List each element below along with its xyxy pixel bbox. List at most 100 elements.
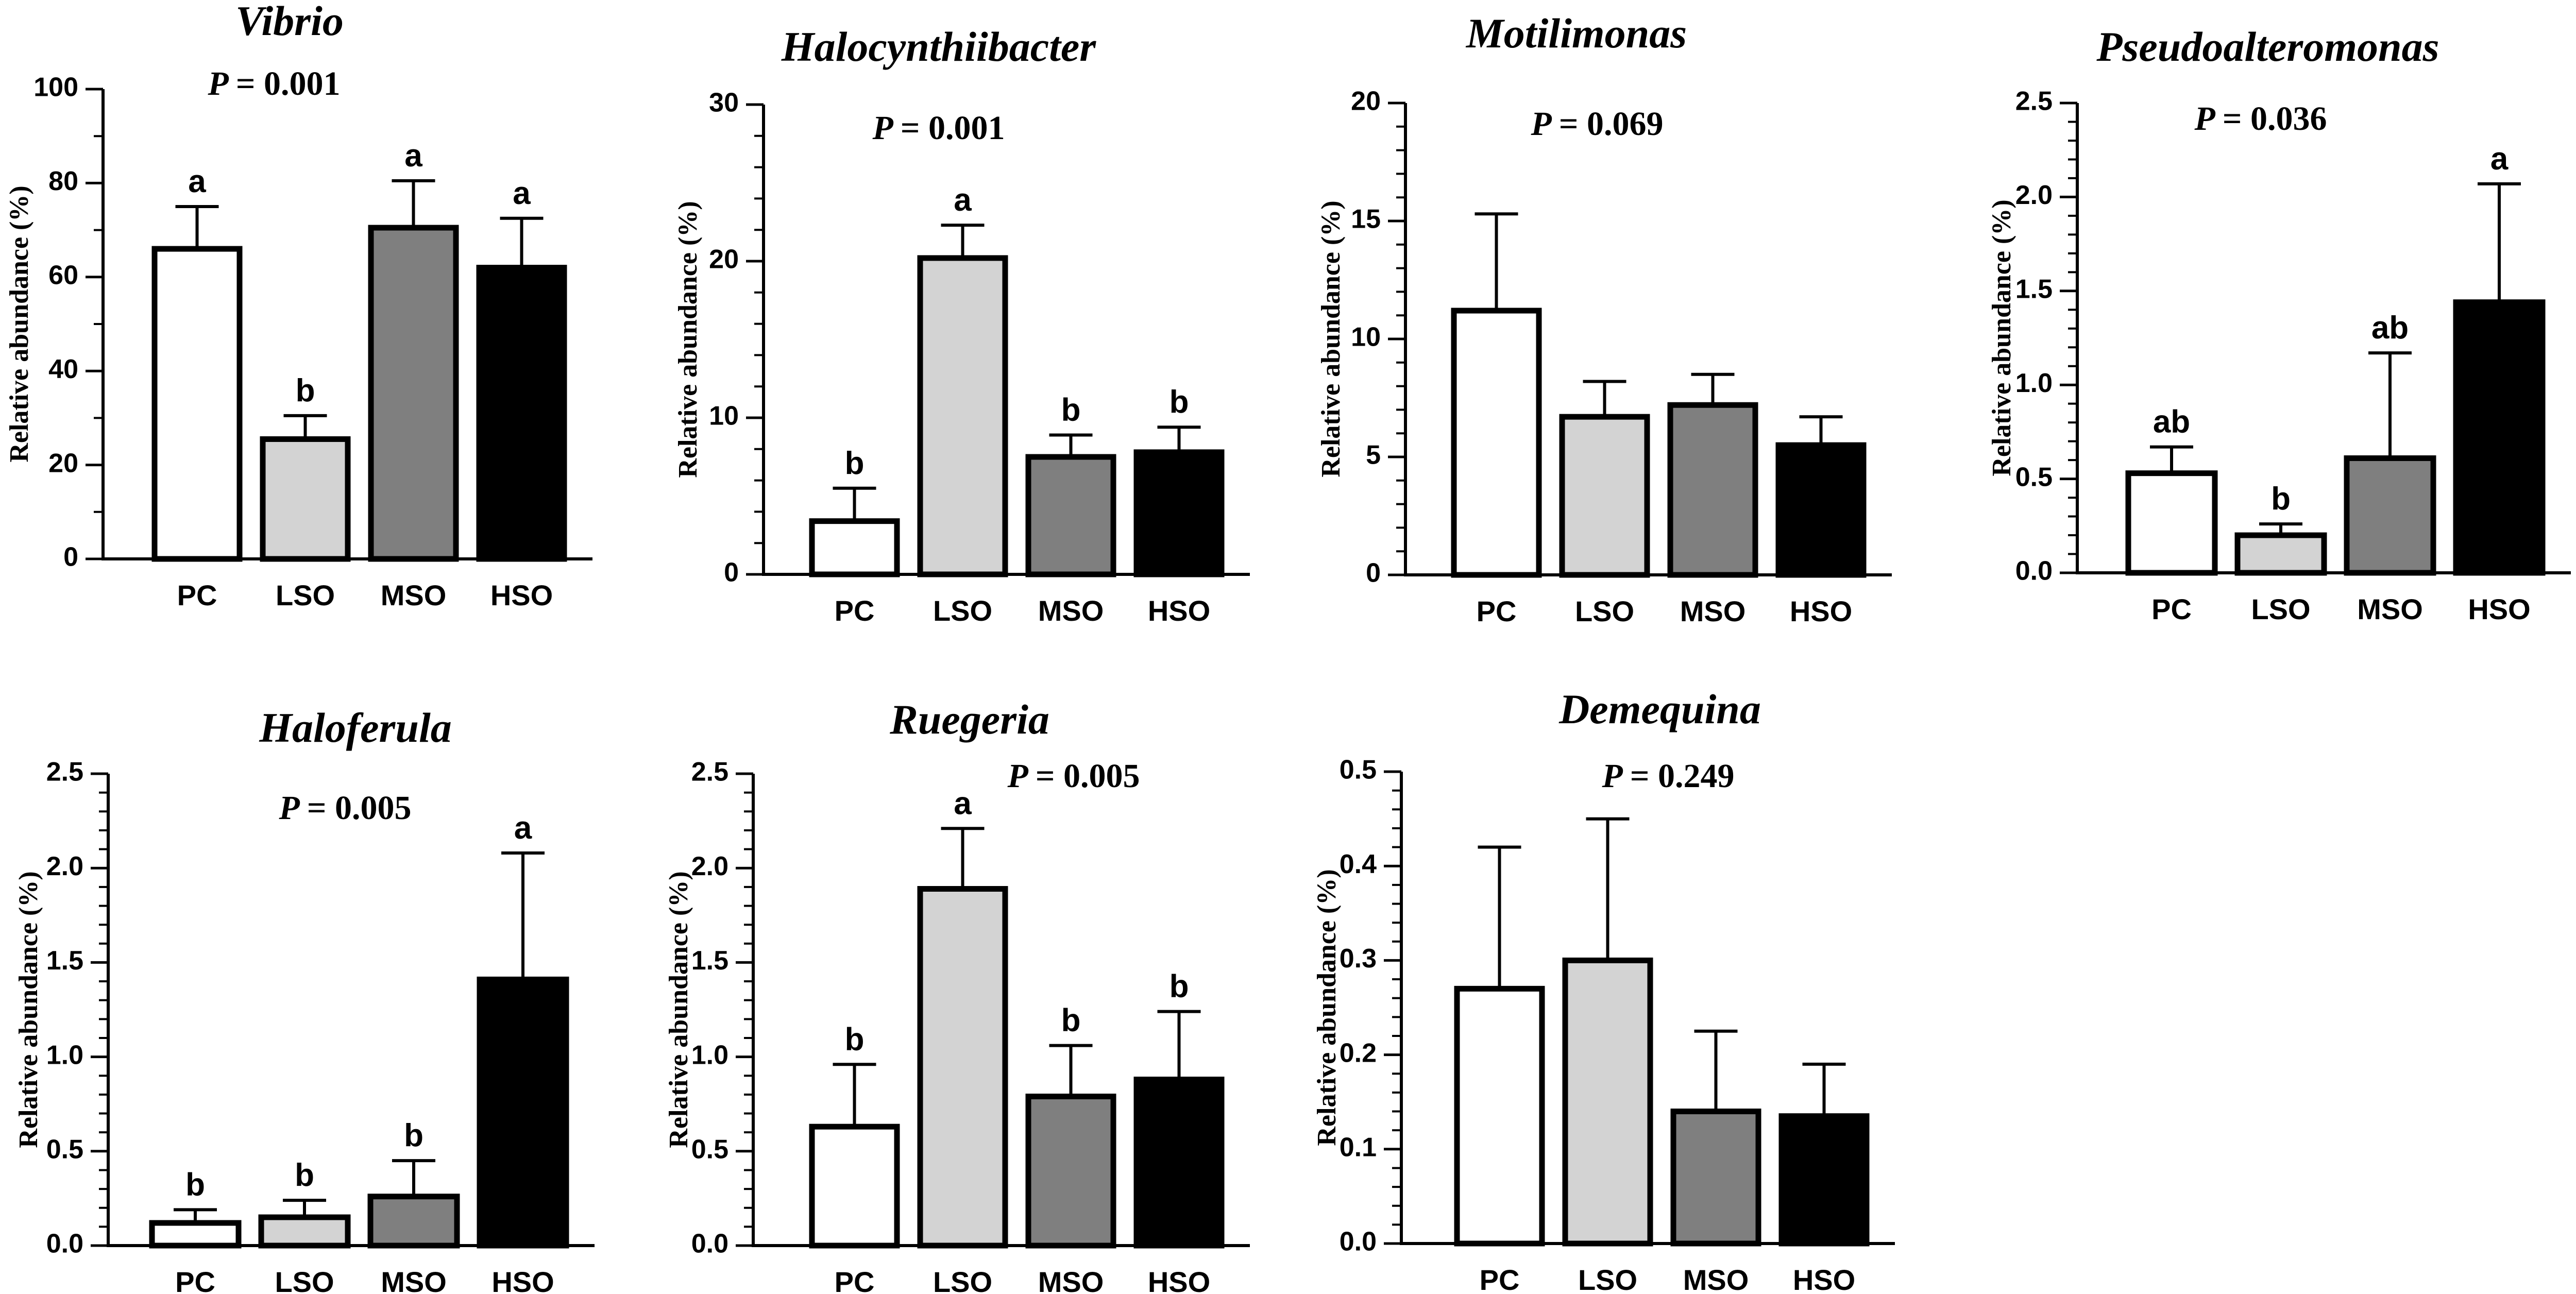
chart-panel-2: Halocynthiibacter P = 0.001 Relative abund… [673, 23, 1250, 627]
bar-hso [1775, 442, 1867, 578]
bar-pc [2125, 470, 2218, 576]
y-tick-label: 10 [1351, 322, 1381, 352]
y-axis-label: Relative abundance (%) [1316, 200, 1346, 477]
bar-lso [2234, 532, 2327, 576]
significance-letter-lso: a [954, 182, 972, 218]
p-value-label: P = 0.069 [1531, 105, 1664, 143]
x-tick-label-mso: MSO [1683, 1264, 1749, 1294]
y-tick-label: 40 [48, 354, 78, 384]
bar-lso [258, 1214, 351, 1249]
x-tick-label-pc: PC [175, 1266, 215, 1294]
significance-letter-mso: ab [2371, 310, 2409, 346]
x-tick-label-lso: LSO [276, 579, 335, 611]
x-tick-label-mso: MSO [381, 579, 447, 611]
x-tick-label-mso: MSO [2357, 593, 2423, 625]
y-axis-label: Relative abundance (%) [14, 871, 43, 1148]
significance-letter-lso: a [954, 786, 972, 821]
x-tick-label-mso: MSO [1038, 1266, 1104, 1294]
y-tick-label: 20 [48, 448, 78, 478]
y-tick-label: 0.5 [46, 1135, 83, 1165]
bar-lso [1559, 414, 1650, 578]
chart-panel-7: Demequina P = 0.249 Relative abundance (%)… [1312, 686, 1895, 1294]
y-tick-label: 0.0 [1340, 1227, 1377, 1257]
y-axis-label: Relative abundance (%) [1987, 199, 2016, 476]
p-value-label: P = 0.001 [872, 109, 1005, 147]
x-tick-label-lso: LSO [1575, 595, 1634, 627]
y-tick-label: 2.0 [2015, 180, 2053, 210]
y-tick-label: 5 [1366, 440, 1381, 470]
p-value: = 0.249 [1630, 757, 1735, 795]
p-value-label: P = 0.001 [208, 65, 341, 103]
bar-mso [1025, 454, 1116, 577]
p-symbol: P [872, 109, 901, 147]
y-axis-label: Relative abundance (%) [664, 871, 693, 1148]
bar-pc [151, 246, 243, 562]
x-tick-label-pc: PC [177, 579, 217, 611]
significance-letter-pc: b [845, 446, 865, 481]
significance-letter-hso: b [1170, 969, 1189, 1004]
x-tick-label-mso: MSO [381, 1266, 447, 1294]
bar-lso [917, 886, 1008, 1249]
bar-lso [917, 255, 1008, 577]
bar-mso [1667, 402, 1758, 578]
chart-title: Haloferula [259, 704, 452, 751]
y-tick-label: 15 [1351, 205, 1381, 234]
bar-mso [368, 225, 459, 562]
bar-mso [2344, 455, 2436, 576]
bar-lso [260, 436, 351, 562]
y-tick-label: 20 [709, 245, 739, 275]
y-tick-label: 0.5 [2015, 462, 2053, 492]
y-tick-label: 2.0 [691, 852, 728, 881]
x-tick-label-mso: MSO [1038, 594, 1104, 627]
y-tick-label: 20 [1351, 87, 1381, 116]
significance-letter-hso: a [513, 176, 531, 211]
bar-hso [1133, 1077, 1225, 1249]
y-tick-label: 10 [709, 401, 739, 431]
p-value: = 0.005 [1036, 757, 1140, 795]
y-axis-label: Relative abundance (%) [673, 201, 703, 478]
x-tick-label-lso: LSO [275, 1266, 334, 1294]
y-tick-label: 1.0 [691, 1040, 728, 1070]
y-tick-label: 1.0 [46, 1040, 83, 1070]
chart-panel-1: Vibrio P = 0.001 Relative abundance (%) 0 20… [5, 0, 592, 611]
p-symbol: P [279, 789, 307, 827]
significance-letter-pc: b [845, 1021, 865, 1057]
y-tick-label: 1.5 [691, 946, 728, 976]
x-tick-label-mso: MSO [1680, 595, 1746, 627]
p-symbol: P [1602, 757, 1630, 795]
significance-letter-mso: b [404, 1118, 423, 1153]
p-value: = 0.001 [236, 65, 341, 103]
y-tick-label: 2.5 [691, 757, 728, 787]
y-tick-label: 1.5 [2015, 275, 2053, 304]
y-tick-label: 0.5 [691, 1135, 728, 1165]
y-tick-label: 0.5 [1340, 755, 1377, 785]
x-tick-label-pc: PC [835, 594, 875, 627]
bar-lso [1562, 957, 1653, 1247]
p-symbol: P [2194, 100, 2223, 138]
y-tick-label: 0.0 [46, 1229, 83, 1259]
bar-pc [149, 1220, 242, 1249]
x-tick-label-pc: PC [2151, 593, 2192, 625]
y-tick-label: 80 [48, 166, 78, 196]
y-tick-label: 0.0 [691, 1229, 728, 1259]
y-tick-label: 0.1 [1340, 1133, 1377, 1163]
y-tick-label: 0.3 [1340, 944, 1377, 974]
p-value-label: P = 0.249 [1602, 757, 1735, 795]
y-tick-label: 0.4 [1340, 849, 1377, 879]
bar-pc [1454, 985, 1545, 1247]
y-tick-label: 0.0 [2015, 556, 2053, 586]
x-tick-label-pc: PC [835, 1266, 875, 1294]
y-tick-label: 0.2 [1340, 1038, 1377, 1068]
bar-pc [809, 518, 900, 577]
y-tick-label: 2.0 [46, 852, 83, 881]
x-tick-label-pc: PC [1480, 1264, 1520, 1294]
bar-mso [1670, 1109, 1761, 1247]
chart-panel-4: Pseudoalteromonas P = 0.036 Relative abund… [1987, 23, 2571, 625]
y-axis-label: Relative abundance (%) [5, 185, 34, 462]
p-symbol: P [1007, 757, 1036, 795]
x-tick-label-lso: LSO [2251, 593, 2310, 625]
chart-title: Pseudoalteromonas [2096, 23, 2439, 70]
bar-pc [809, 1123, 900, 1249]
